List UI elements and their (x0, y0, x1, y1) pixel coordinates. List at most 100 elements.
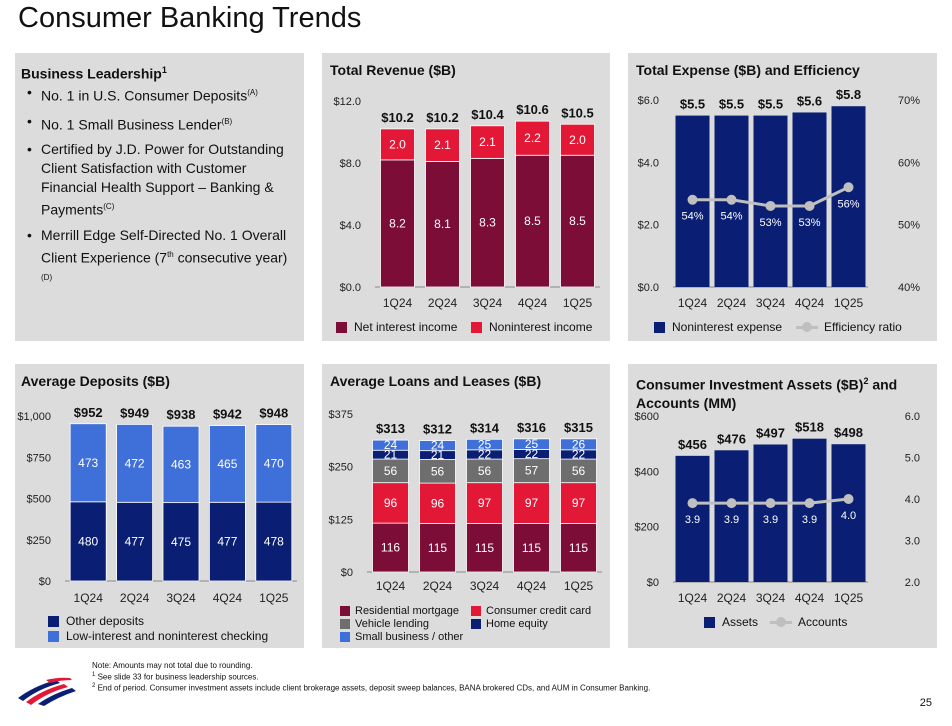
legend-label: Home equity (486, 618, 548, 630)
legend-label: Low-interest and noninterest checking (66, 629, 269, 643)
legend-item: Small business / other (340, 631, 463, 643)
leadership-item: Merrill Edge Self-Directed No. 1 Overall… (25, 226, 295, 290)
data-label: 473 (78, 456, 98, 470)
bar-segment (69, 423, 107, 503)
total-label: $456 (678, 437, 707, 452)
bar-segment (560, 523, 597, 573)
line-label: 3.9 (763, 514, 778, 526)
data-label: 8.3 (479, 216, 496, 230)
data-label: 470 (264, 456, 284, 470)
y-tick-label: $4.0 (340, 220, 361, 232)
legend-label: Consumer credit card (486, 605, 592, 617)
leadership-item-sup: (B) (221, 116, 233, 126)
x-tick-label: 4Q24 (795, 296, 825, 310)
total-label: $497 (756, 425, 785, 440)
bar-segment (208, 501, 246, 582)
y-tick-label: $0 (647, 577, 659, 589)
bar-segment (513, 482, 550, 524)
leadership-item-text: Merrill Edge Self-Directed No. 1 Overall… (41, 226, 287, 266)
average-loans-chart: $0$125$250$37511696562124$3131Q241159656… (329, 409, 602, 593)
legend-item: Net interest income (336, 320, 457, 334)
x-tick-label: 2Q24 (120, 591, 150, 605)
data-label: 56 (478, 464, 492, 478)
x-tick-label: 4Q24 (795, 591, 825, 605)
data-label: 56 (431, 464, 445, 478)
leadership-item: No. 1 Small Business Lender(B) (25, 112, 295, 135)
line-label: 3.9 (724, 514, 739, 526)
footnote-sup: 2 (92, 682, 96, 689)
legend-item: Vehicle lending (340, 618, 429, 630)
line-label: 3.9 (685, 514, 700, 526)
legend-swatch (48, 630, 59, 642)
data-label: 472 (125, 456, 145, 470)
data-label: 465 (217, 457, 237, 471)
data-label: 2.2 (524, 131, 541, 145)
x-tick-label: 2Q24 (717, 296, 747, 310)
legend-label: Assets (722, 615, 759, 629)
legend-item: Noninterest expense (654, 320, 782, 334)
bar-segment (675, 455, 710, 582)
legend-swatch (471, 606, 481, 616)
line-point (726, 194, 737, 205)
y-tick-label: $250 (27, 535, 51, 547)
line-point (687, 498, 698, 509)
leadership-item: No. 1 in U.S. Consumer Deposits(A) (25, 83, 295, 106)
legend-label: Other deposits (66, 614, 145, 628)
total-label: $10.4 (471, 107, 504, 122)
legend-swatch (48, 615, 59, 627)
bar-segment (792, 438, 827, 582)
flag-logo-icon (18, 677, 76, 706)
data-label: 24 (431, 439, 445, 453)
y2-tick-label: 2.0 (905, 577, 920, 589)
legend-label: Noninterest expense (672, 320, 783, 334)
x-tick-label: 1Q25 (834, 591, 864, 605)
bar-segment (560, 154, 595, 288)
data-label: 25 (525, 437, 539, 451)
bar-segment (425, 161, 460, 288)
data-label: 96 (431, 496, 445, 510)
legend-line-swatch (796, 321, 818, 333)
line-point (765, 200, 776, 211)
bar-segment (513, 523, 550, 573)
business-leadership-title-text: Business Leadership (21, 65, 162, 82)
total-label: $312 (423, 422, 452, 437)
data-label: 478 (264, 535, 284, 549)
bar-segment (208, 425, 246, 503)
data-label: 21 (431, 448, 445, 462)
data-label: 8.2 (389, 216, 406, 230)
leadership-item-text: Certified by J.D. Power for Outstanding … (41, 141, 284, 218)
total-label: $315 (564, 420, 593, 435)
y-tick-label: $375 (329, 409, 353, 421)
business-leadership-panel: Business Leadership1 No. 1 in U.S. Consu… (15, 53, 304, 341)
footnote-sup: 1 (92, 671, 96, 678)
data-label: 477 (125, 535, 145, 549)
average-loans-panel: Average Loans and Leases ($B) $0 $125 $250… (322, 364, 610, 648)
line-point (726, 498, 737, 509)
legend-label: Efficiency ratio (824, 320, 902, 334)
bar-segment (69, 501, 107, 582)
business-leadership-title-sup: 1 (161, 65, 167, 75)
legend-item: Noninterest income (471, 320, 592, 334)
data-label: 2.1 (434, 138, 451, 152)
total-label: $5.5 (680, 97, 705, 112)
x-tick-label: 3Q24 (473, 296, 503, 310)
data-label: 8.1 (434, 217, 451, 231)
legend-item: Consumer credit card (471, 605, 591, 617)
data-label: 22 (478, 447, 492, 461)
data-label: 56 (572, 464, 586, 478)
legend-item: Accounts (770, 615, 847, 629)
y-tick-label: $0 (39, 576, 51, 588)
total-label: $5.6 (797, 93, 822, 108)
chart-title: Average Deposits ($B) (21, 373, 170, 389)
y-tick-label: $250 (329, 462, 353, 474)
y-tick-label: $12.0 (333, 96, 361, 108)
y-tick-label: $600 (635, 411, 659, 423)
legend-label: Net interest income (354, 320, 458, 334)
y-tick-label: $4.0 (638, 157, 659, 169)
legend-item: Other deposits (48, 614, 144, 628)
total-label: $10.6 (516, 102, 549, 117)
total-label: $498 (834, 425, 863, 440)
line-label: 4.0 (841, 510, 856, 522)
footnote-text: End of period. Consumer investment asset… (95, 683, 651, 693)
x-tick-label: 1Q25 (563, 296, 593, 310)
